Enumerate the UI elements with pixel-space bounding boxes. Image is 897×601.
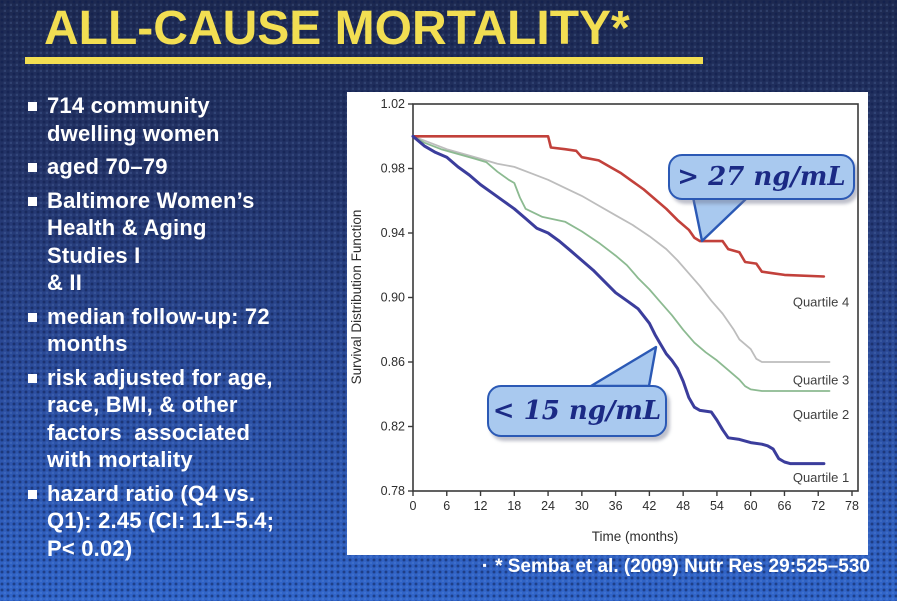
x-tick-label: 24 <box>541 499 555 513</box>
y-tick-label: 0.90 <box>381 291 405 305</box>
survival-chart-panel: 0 6 12 18 24 30 36 42 48 54 60 66 72 78 1.02 0.98 0.94 0.… <box>347 92 868 555</box>
series-label: Quartile 4 <box>793 294 849 309</box>
bullet-text: median follow-up: 72 months <box>47 303 270 357</box>
x-tick-label: 54 <box>710 499 724 513</box>
bullet-square-icon <box>28 102 37 111</box>
bullet-item: hazard ratio (Q4 vs. Q1): 2.45 (CI: 1.1–… <box>18 480 344 563</box>
bullet-item: median follow-up: 72 months <box>18 303 344 358</box>
y-tick-label: 0.94 <box>381 226 405 240</box>
x-tick-label: 12 <box>474 499 488 513</box>
y-tick-label: 0.98 <box>381 162 405 176</box>
bullet-square-icon <box>28 373 37 383</box>
x-tick-label: 72 <box>811 499 825 513</box>
footer-bullet-icon: ▪ <box>482 558 487 572</box>
bullet-text: Baltimore Women’s Health & Aging Studies… <box>47 187 255 296</box>
x-tick-label: 78 <box>845 499 859 513</box>
x-tick-label: 0 <box>410 499 417 513</box>
citation-text: * Semba et al. (2009) Nutr Res 29:525–53… <box>495 556 870 577</box>
x-tick-label: 30 <box>575 499 589 513</box>
bullet-item: aged 70–79 <box>18 153 344 181</box>
x-tick-label: 48 <box>676 499 690 513</box>
bullet-square-icon <box>28 196 37 206</box>
series-label: Quartile 2 <box>793 407 849 422</box>
bullet-item: risk adjusted for age, race, BMI, & othe… <box>18 364 344 474</box>
y-tick-label: 0.82 <box>381 420 405 434</box>
title-underline <box>25 57 703 64</box>
callout-gt27: > 27 ng/mL <box>668 154 855 200</box>
x-tick-label: 18 <box>507 499 521 513</box>
bullet-text: 714 community dwelling women <box>47 93 220 146</box>
series-label: Quartile 3 <box>793 373 849 388</box>
bullet-square-icon <box>28 489 37 499</box>
callout-tail <box>589 345 658 388</box>
x-tick-label: 60 <box>744 499 758 513</box>
x-tick-label: 66 <box>778 499 792 513</box>
x-tick-label: 36 <box>609 499 623 513</box>
y-axis-label: Survival Distribution Function <box>349 210 364 385</box>
bullet-text: aged 70–79 <box>47 154 168 179</box>
y-tick-label: 0.86 <box>381 355 405 369</box>
bullet-item: 714 community dwelling women <box>18 92 344 147</box>
bullet-square-icon <box>28 163 37 172</box>
series-label: Quartile 1 <box>793 470 849 485</box>
survival-chart: 0 6 12 18 24 30 36 42 48 54 60 66 72 78 1.02 0.98 0.94 0.… <box>349 97 859 544</box>
bullet-list: 714 community dwelling women aged 70–79 Ba… <box>18 92 344 568</box>
bullet-item: Baltimore Women’s Health & Aging Studies… <box>18 187 344 297</box>
x-tick-label: 42 <box>642 499 656 513</box>
series-quartile-2 <box>412 135 831 392</box>
y-tick-label: 0.78 <box>381 484 405 498</box>
x-axis-label: Time (months) <box>592 529 679 544</box>
series-quartile-1 <box>411 134 826 466</box>
bullet-text: hazard ratio (Q4 vs. Q1): 2.45 (CI: 1.1–… <box>47 480 275 561</box>
callout-tail <box>691 195 750 243</box>
bullet-square-icon <box>28 312 37 322</box>
bullet-text: risk adjusted for age, race, BMI, & othe… <box>47 364 273 473</box>
x-tick-label: 6 <box>443 499 450 513</box>
series-quartile-4 <box>411 134 826 278</box>
y-tick-label: 1.02 <box>381 97 405 111</box>
callout-lt15: < 15 ng/mL <box>487 385 667 437</box>
slide-title: ALL-CAUSE MORTALITY* <box>44 2 630 55</box>
citation: ▪ * Semba et al. (2009) Nutr Res 29:525–… <box>483 556 870 578</box>
series-quartile-3 <box>412 135 831 363</box>
